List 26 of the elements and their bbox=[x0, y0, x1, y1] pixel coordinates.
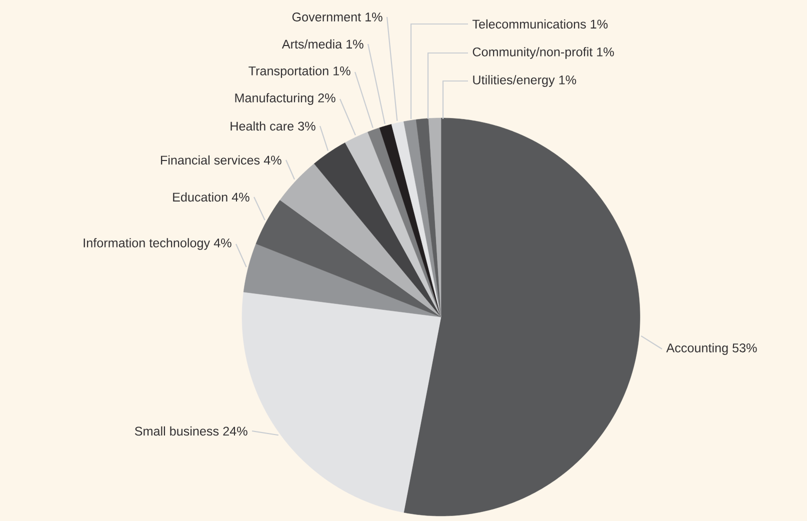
data-label: 1% bbox=[346, 40, 364, 49]
slice-label: Government bbox=[292, 12, 361, 22]
data-label: 4% bbox=[264, 156, 282, 165]
data-label: 1% bbox=[597, 48, 614, 56]
slice-label: Arts/media bbox=[282, 39, 342, 49]
data-label: 3% bbox=[298, 122, 316, 131]
slice-label: Financial services bbox=[160, 155, 260, 165]
data-label: 53% bbox=[732, 343, 757, 352]
slice-label: Transportation bbox=[248, 66, 328, 78]
data-label: 4% bbox=[214, 238, 232, 248]
slice-label: Utilities/energy bbox=[473, 75, 555, 87]
slice-label: Education bbox=[173, 192, 228, 202]
slice-label: Accounting bbox=[666, 343, 728, 355]
slice-label: Information technology bbox=[84, 238, 210, 250]
data-label: 4% bbox=[232, 192, 250, 202]
data-label: 2% bbox=[318, 93, 336, 102]
data-label: 24% bbox=[223, 426, 248, 436]
slice-label: Telecommunications bbox=[472, 19, 586, 29]
slice-label: Health care bbox=[230, 121, 294, 131]
data-label: 1% bbox=[559, 76, 576, 84]
data-label: 1% bbox=[334, 66, 350, 76]
slice-label: Manufacturing bbox=[235, 93, 314, 105]
data-label: 1% bbox=[366, 12, 382, 22]
data-label: 1% bbox=[590, 20, 608, 29]
slice-label: Small business bbox=[134, 426, 219, 436]
slice-label: Community/non-profit bbox=[472, 47, 593, 59]
